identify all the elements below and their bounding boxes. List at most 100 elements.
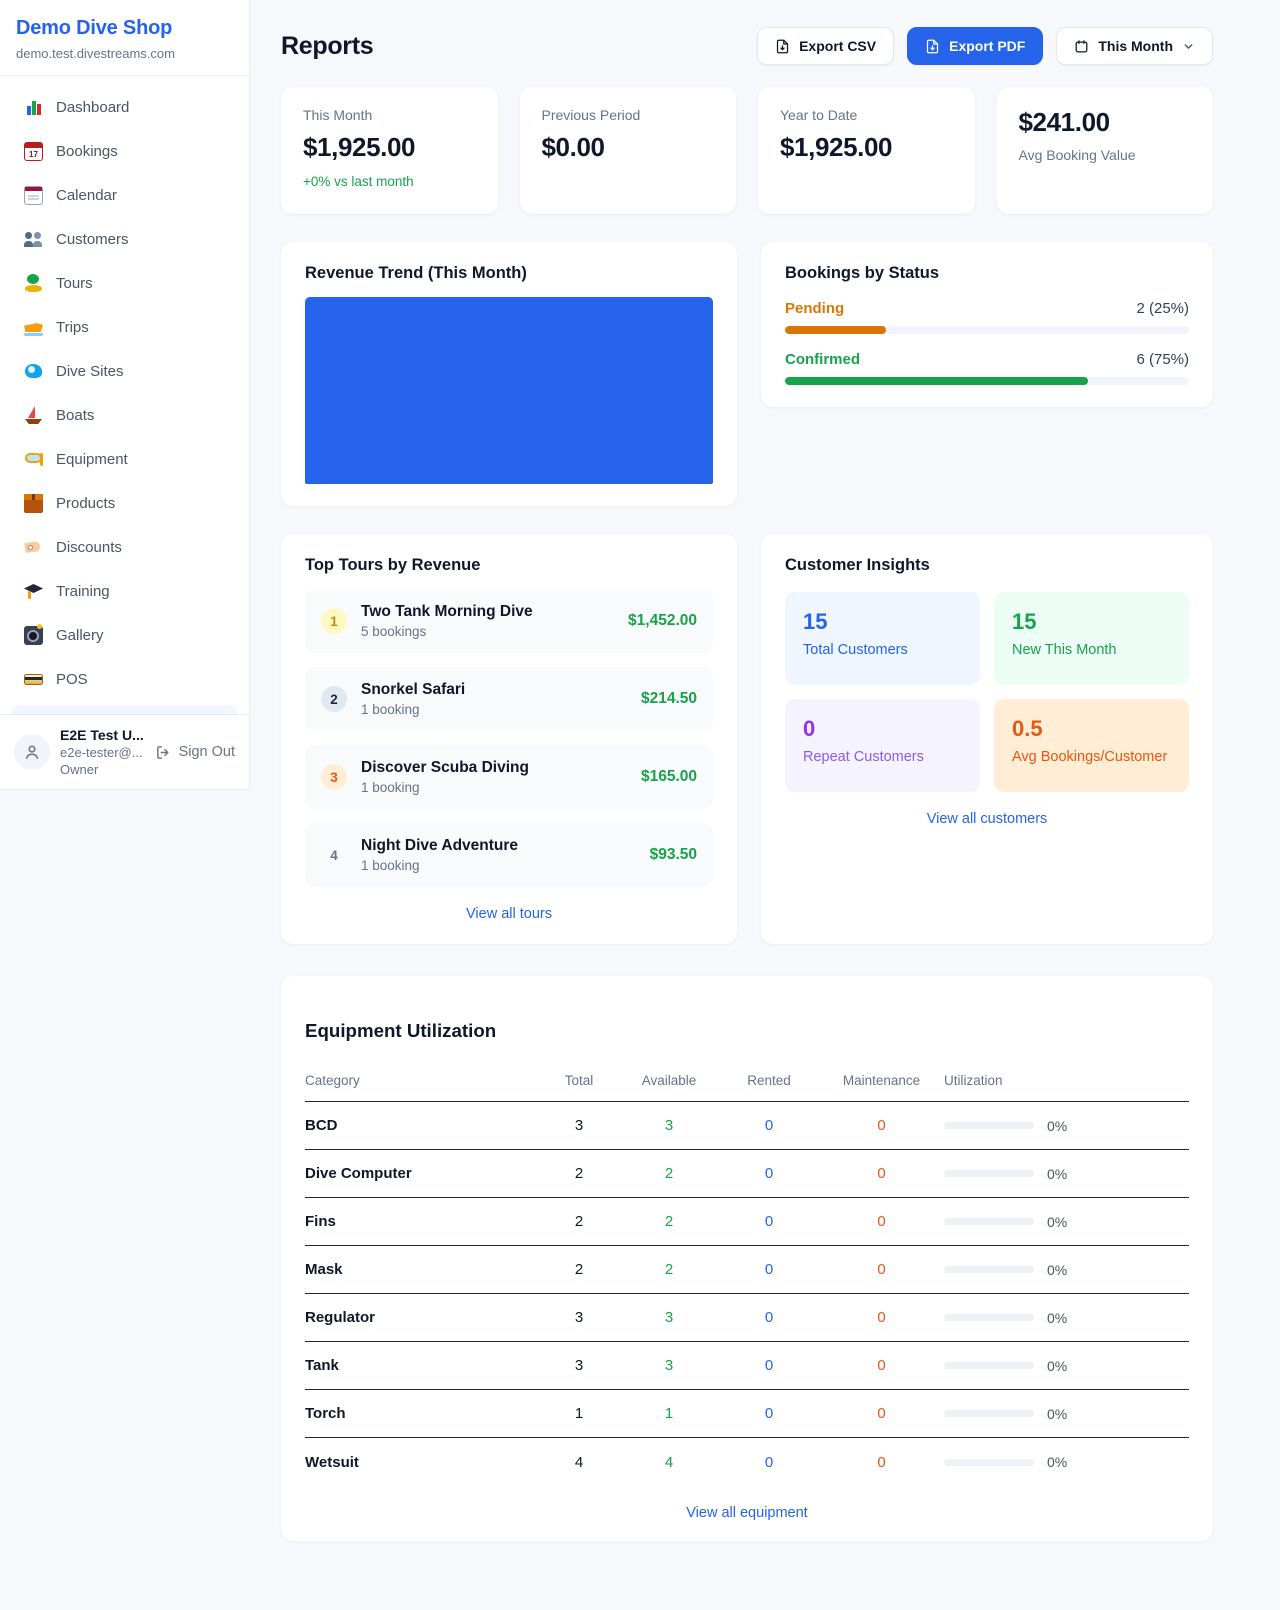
user-role: Owner [60, 762, 99, 777]
insights-grid: 15 Total Customers 15 New This Month 0 R… [785, 592, 1189, 792]
equipment-table-row: Mask 2 2 0 0 0% [305, 1246, 1189, 1295]
sidebar-item-tours[interactable]: Tours [12, 265, 237, 302]
calendar-icon [1075, 39, 1088, 52]
export-csv-button[interactable]: Export CSV [757, 27, 895, 65]
sidebar-item-gallery[interactable]: Gallery [12, 617, 237, 654]
sidebar-active-item-partial[interactable] [12, 705, 237, 714]
stat-delta: +0% vs last month [303, 174, 414, 189]
cell-available: 3 [664, 1117, 674, 1135]
tag-icon [24, 538, 43, 557]
tour-revenue: $165.00 [640, 768, 697, 785]
cell-available: 2 [664, 1213, 674, 1231]
equipment-table-row: Wetsuit 4 4 0 0 0% [305, 1438, 1189, 1486]
tile-value: 0.5 [1012, 716, 1043, 741]
cell-rented: 0 [764, 1261, 774, 1279]
calendar-date-icon [24, 142, 43, 161]
view-all-equipment-link[interactable]: View all equipment [686, 1505, 808, 1522]
cell-available: 2 [664, 1261, 674, 1279]
sidebar-item-label: Products [56, 495, 116, 512]
calendar-pad-icon [24, 186, 43, 205]
tile-label: Repeat Customers [803, 749, 924, 765]
cell-utilization: 0% [944, 1310, 1189, 1326]
page-header: Reports Export CSV Export PDF This Month [281, 27, 1213, 65]
sidebar-nav: Dashboard Bookings Calendar Customers To… [0, 76, 249, 698]
export-pdf-button[interactable]: Export PDF [907, 27, 1044, 65]
period-dropdown[interactable]: This Month [1056, 27, 1213, 65]
chevron-down-icon [1184, 43, 1193, 49]
status-count: 6 (75%) [1136, 351, 1189, 368]
sidebar-item-customers[interactable]: Customers [12, 221, 237, 258]
cell-maintenance: 0 [877, 1309, 886, 1327]
user-panel: E2E Test U... e2e-tester@... Owner Sign … [0, 714, 249, 789]
sidebar-item-discounts[interactable]: Discounts [12, 529, 237, 566]
view-all-customers-link[interactable]: View all customers [926, 811, 1048, 827]
status-label: Confirmed [785, 351, 860, 368]
cell-utilization: 0% [944, 1262, 1189, 1278]
utilization-bar-track [944, 1362, 1034, 1370]
stat-card-previous-period: Previous Period $0.00 [519, 87, 736, 214]
user-email: e2e-tester@... [60, 745, 143, 760]
tour-list-item: 3 Discover Scuba Diving 1 booking $165.0… [305, 745, 713, 809]
utilization-bar-track [944, 1170, 1034, 1178]
sidebar-item-equipment[interactable]: Equipment [12, 441, 237, 478]
stat-value: $1,925.00 [303, 132, 416, 162]
sidebar: Demo Dive Shop demo.test.divestreams.com… [0, 0, 250, 790]
view-all-tours-link[interactable]: View all tours [466, 906, 552, 922]
tour-list-item: 4 Night Dive Adventure 1 booking $93.50 [305, 823, 713, 887]
package-icon [24, 494, 43, 513]
tour-name: Two Tank Morning Dive [361, 603, 533, 620]
utilization-percent: 0% [1047, 1454, 1068, 1471]
stat-label: Previous Period [541, 107, 641, 123]
col-total: Total [564, 1073, 594, 1089]
rank-badge: 1 [321, 608, 347, 634]
utilization-percent: 0% [1047, 1213, 1068, 1230]
utilization-percent: 0% [1047, 1117, 1068, 1134]
cell-rented: 0 [764, 1213, 774, 1231]
island-icon [24, 274, 43, 293]
cell-maintenance: 0 [877, 1213, 886, 1231]
user-info: E2E Test U... e2e-tester@... Owner [60, 727, 145, 777]
cell-category: Wetsuit [305, 1453, 359, 1471]
equipment-table-header: Category Total Available Rented Maintena… [305, 1060, 1189, 1103]
rank-badge: 2 [321, 686, 347, 712]
equipment-table-body: BCD 3 3 0 0 0% Dive Computer 2 2 0 0 [305, 1102, 1189, 1486]
sidebar-item-label: Dive Sites [56, 363, 124, 380]
col-category: Category [305, 1073, 360, 1089]
main-content: Reports Export CSV Export PDF This Month [250, 0, 1280, 1596]
utilization-percent: 0% [1047, 1261, 1068, 1278]
header-actions: Export CSV Export PDF This Month [757, 27, 1213, 65]
sidebar-item-pos[interactable]: POS [12, 661, 237, 698]
sidebar-item-trips[interactable]: Trips [12, 309, 237, 346]
tile-total-customers: 15 Total Customers [785, 592, 980, 685]
customer-insights-title: Customer Insights [785, 556, 930, 574]
sidebar-item-dive-sites[interactable]: Dive Sites [12, 353, 237, 390]
tile-label: Total Customers [803, 642, 908, 658]
sidebar-item-products[interactable]: Products [12, 485, 237, 522]
cell-category: Tank [305, 1357, 339, 1375]
sidebar-item-boats[interactable]: Boats [12, 397, 237, 434]
stat-value: $241.00 [1018, 107, 1111, 137]
sidebar-item-training[interactable]: Training [12, 573, 237, 610]
cell-total: 2 [574, 1165, 584, 1183]
cell-rented: 0 [764, 1453, 774, 1471]
sidebar-item-label: Boats [56, 407, 95, 424]
tile-value: 0 [803, 716, 816, 741]
tile-value: 15 [803, 609, 828, 634]
stats-row: This Month $1,925.00 +0% vs last month P… [281, 87, 1213, 214]
sign-out-button[interactable]: Sign Out [155, 744, 235, 761]
sidebar-item-dashboard[interactable]: Dashboard [12, 89, 237, 126]
stat-card-this-month: This Month $1,925.00 +0% vs last month [281, 87, 498, 214]
status-row-pending: Pending 2 (25%) [785, 300, 1189, 334]
equipment-table-row: Tank 3 3 0 0 0% [305, 1342, 1189, 1391]
file-download-icon [776, 39, 789, 53]
file-download-icon [926, 39, 939, 53]
cell-available: 4 [664, 1453, 674, 1471]
sidebar-item-calendar[interactable]: Calendar [12, 177, 237, 214]
cell-utilization: 0% [944, 1214, 1189, 1230]
charts-row: Revenue Trend (This Month) Bookings by S… [281, 242, 1213, 506]
tour-list-item: 1 Two Tank Morning Dive 5 bookings $1,45… [305, 589, 713, 653]
cell-available: 3 [664, 1357, 674, 1375]
sidebar-item-bookings[interactable]: Bookings [12, 133, 237, 170]
cell-maintenance: 0 [877, 1165, 886, 1183]
stat-value: $1,925.00 [780, 132, 893, 162]
